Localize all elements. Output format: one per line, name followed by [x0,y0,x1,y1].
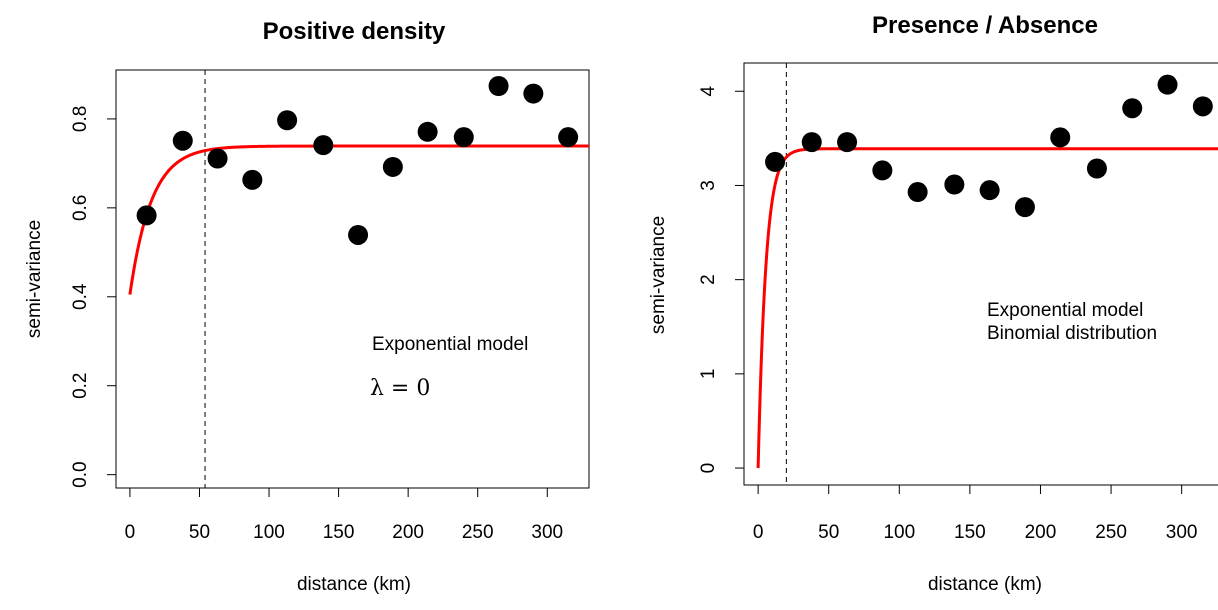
data-point [313,135,334,156]
chart-title: Presence / Absence [872,12,1098,39]
data-point [488,76,509,97]
plot-frame [115,69,590,489]
panel-presence-absence: Presence / Absence 0 50 100 150 200 250 300 0 1… [648,12,1218,595]
x-tick-label: 250 [462,522,494,543]
data-point [765,151,786,172]
data-point [872,160,893,181]
annotation-distribution: Binomial distribution [987,323,1157,344]
x-tick-label: 300 [1166,522,1198,543]
x-axis-label: distance (km) [928,574,1042,595]
data-point [136,205,157,226]
y-tick-label: 3 [698,180,719,191]
x-tick-label: 150 [323,522,355,543]
data-point [837,132,858,153]
data-point [417,121,438,142]
x-tick-label: 250 [1095,522,1127,543]
data-point [979,180,1000,201]
y-tick-label: 0.2 [70,373,91,399]
data-point [277,110,298,131]
y-axis-label: semi-variance [24,220,45,338]
data-point [944,174,965,195]
x-tick-label: 150 [954,522,986,543]
y-tick-label: 0.6 [70,195,91,221]
x-tick-label: 200 [392,522,424,543]
data-point [801,132,822,153]
y-tick-label: 2 [698,274,719,285]
annotation-model: Exponential model [372,334,528,355]
model-curve [756,147,1218,469]
data-point [1086,158,1107,179]
plot-frame [743,62,1218,486]
x-tick-label: 300 [531,522,563,543]
y-tick-label: 0.4 [70,283,91,310]
y-tick-label: 0.8 [70,106,91,132]
x-tick-label: 200 [1025,522,1057,543]
x-tick-label: 0 [125,522,136,543]
panel-positive-density: Positive density 0 50 100 150 200 250 300 0.00… [24,18,590,595]
y-tick-label: 0.0 [70,461,91,487]
data-point [207,148,228,169]
y-tick-label: 0 [698,463,719,474]
x-axis: 0 50 100 150 200 250 300 [753,485,1198,543]
data-point [1014,197,1035,218]
x-axis-label: distance (km) [297,574,411,595]
model-curve [128,144,589,295]
data-point [382,156,403,177]
data-point [523,83,544,104]
annotation-lambda: λ = 0 [370,376,430,401]
y-axis: 0.0 0.2 0.4 0.6 0.8 [70,106,116,488]
data-point [1050,127,1071,148]
data-points [765,74,1213,218]
y-axis: 0 1 2 3 4 [698,86,744,474]
data-point [1122,98,1143,119]
data-points [136,76,579,245]
x-axis: 0 50 100 150 200 250 300 [125,488,563,543]
y-tick-label: 1 [698,369,719,380]
chart-title: Positive density [263,18,446,45]
x-tick-label: 0 [753,522,764,543]
data-point [1192,96,1213,117]
x-tick-label: 100 [883,522,915,543]
data-point [172,130,193,151]
data-point [348,224,369,245]
data-point [453,127,474,148]
data-point [1157,74,1178,95]
x-tick-label: 50 [818,522,839,543]
annotation-model: Exponential model [987,300,1143,321]
y-axis-label: semi-variance [648,216,669,334]
y-tick-label: 4 [698,86,719,97]
x-tick-label: 50 [189,522,210,543]
data-point [558,127,579,148]
x-tick-label: 100 [253,522,285,543]
data-point [242,169,263,190]
data-point [907,182,928,203]
